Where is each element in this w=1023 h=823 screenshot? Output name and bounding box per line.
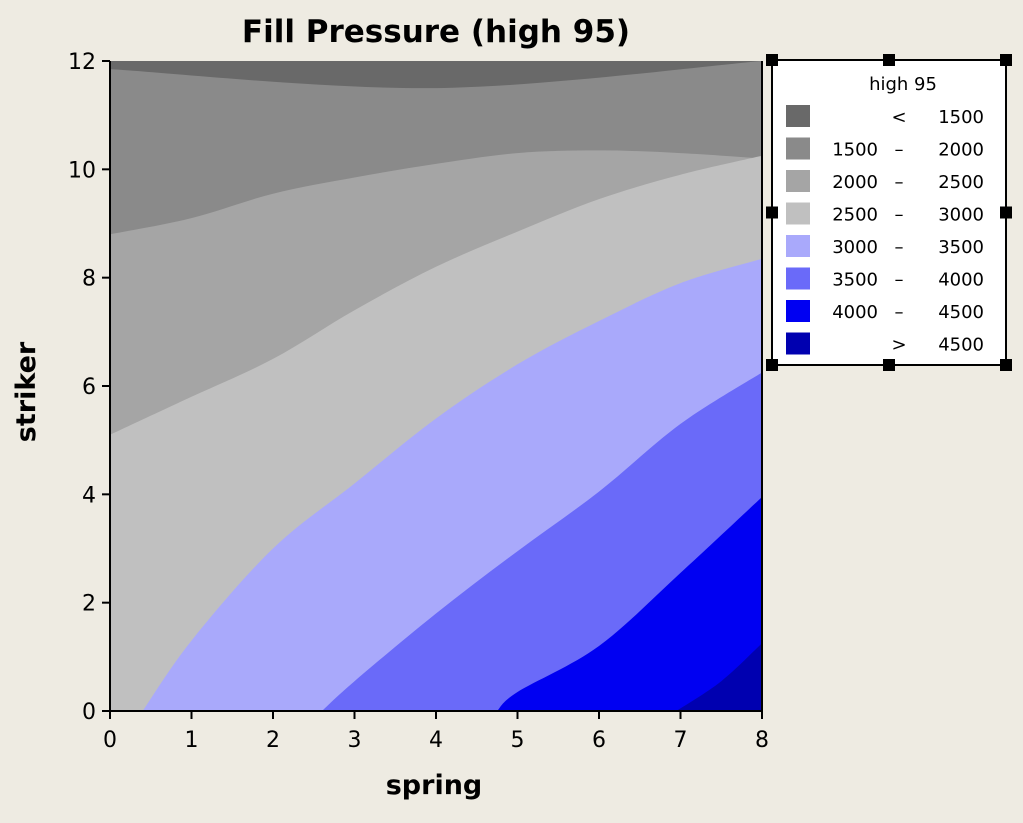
y-tick-label: 12 xyxy=(68,50,96,75)
y-tick-label: 0 xyxy=(82,700,96,725)
legend-entry: 3500– 4000 xyxy=(786,267,984,291)
plot-area xyxy=(110,61,762,711)
resize-handle[interactable] xyxy=(1000,206,1012,219)
resize-handle[interactable] xyxy=(766,54,778,66)
legend-low: 3000 xyxy=(832,237,878,258)
legend-swatch xyxy=(786,137,810,160)
y-tick-label: 8 xyxy=(82,267,96,292)
legend-operator: > xyxy=(891,335,906,356)
resize-handle[interactable] xyxy=(883,54,895,66)
x-tick-label: 5 xyxy=(511,728,525,753)
legend-entry: >4500 xyxy=(786,332,984,356)
legend-swatch xyxy=(786,332,810,355)
x-axis-label: spring xyxy=(386,770,483,801)
legend-swatch xyxy=(786,105,810,127)
legend-entry: 1500– 2000 xyxy=(786,137,984,161)
y-tick-label: 6 xyxy=(82,375,96,400)
legend-entry: 4000– 4500 xyxy=(786,300,984,323)
resize-handle[interactable] xyxy=(766,359,778,371)
legend-entry: 2500– 3000 xyxy=(786,202,984,226)
resize-handle[interactable] xyxy=(766,206,778,219)
legend-operator: – xyxy=(895,172,904,193)
contour-band-7 xyxy=(676,643,762,711)
legend-low: 3500 xyxy=(832,270,878,291)
legend-high: 3000 xyxy=(938,205,984,226)
x-tick-label: 6 xyxy=(592,728,606,753)
legend[interactable]: high 95 <15001500–20002000–25002500–3000… xyxy=(766,54,1012,371)
chart-title: Fill Pressure (high 95) xyxy=(242,14,630,50)
legend-high: 4500 xyxy=(938,335,984,356)
legend-operator: < xyxy=(891,107,906,128)
legend-operator: – xyxy=(895,237,904,258)
legend-operator: – xyxy=(895,140,904,161)
legend-title: high 95 xyxy=(869,74,937,95)
y-tick-label: 4 xyxy=(82,483,96,508)
x-tick-label: 8 xyxy=(755,728,769,753)
legend-box xyxy=(771,59,1007,366)
legend-swatch xyxy=(786,267,810,290)
legend-swatch xyxy=(786,235,810,257)
legend-swatch xyxy=(786,300,810,322)
y-tick-label: 10 xyxy=(68,158,96,183)
legend-operator: – xyxy=(895,205,904,226)
legend-low: 2000 xyxy=(832,172,878,193)
legend-high: 4000 xyxy=(938,270,984,291)
legend-operator: – xyxy=(895,270,904,291)
contour-regions xyxy=(110,61,762,711)
resize-handle[interactable] xyxy=(883,359,895,371)
legend-swatch xyxy=(786,202,810,225)
contour-band-6 xyxy=(497,497,762,711)
legend-swatch xyxy=(786,170,810,192)
x-tick-label: 7 xyxy=(674,728,688,753)
resize-handle[interactable] xyxy=(1000,54,1012,66)
legend-operator: – xyxy=(895,302,904,323)
legend-low: 1500 xyxy=(832,140,878,161)
legend-low: 2500 xyxy=(832,205,878,226)
x-tick-label: 2 xyxy=(266,728,280,753)
y-axis-label: striker xyxy=(11,341,42,442)
legend-high: 1500 xyxy=(938,107,984,128)
legend-high: 4500 xyxy=(938,302,984,323)
legend-entry: 3000– 3500 xyxy=(786,235,984,258)
legend-high: 3500 xyxy=(938,237,984,258)
legend-entry: <1500 xyxy=(786,105,984,128)
x-tick-label: 3 xyxy=(348,728,362,753)
legend-high: 2000 xyxy=(938,140,984,161)
resize-handle[interactable] xyxy=(1000,359,1012,371)
x-tick-label: 1 xyxy=(185,728,199,753)
legend-low: 4000 xyxy=(832,302,878,323)
y-tick-label: 2 xyxy=(82,592,96,617)
x-tick-label: 4 xyxy=(429,728,443,753)
legend-entries: <15001500–20002000–25002500–30003000–350… xyxy=(786,105,984,356)
x-tick-label: 0 xyxy=(103,728,117,753)
legend-selection-handles[interactable] xyxy=(766,54,1012,371)
legend-high: 2500 xyxy=(938,172,984,193)
legend-entry: 2000– 2500 xyxy=(786,170,984,193)
